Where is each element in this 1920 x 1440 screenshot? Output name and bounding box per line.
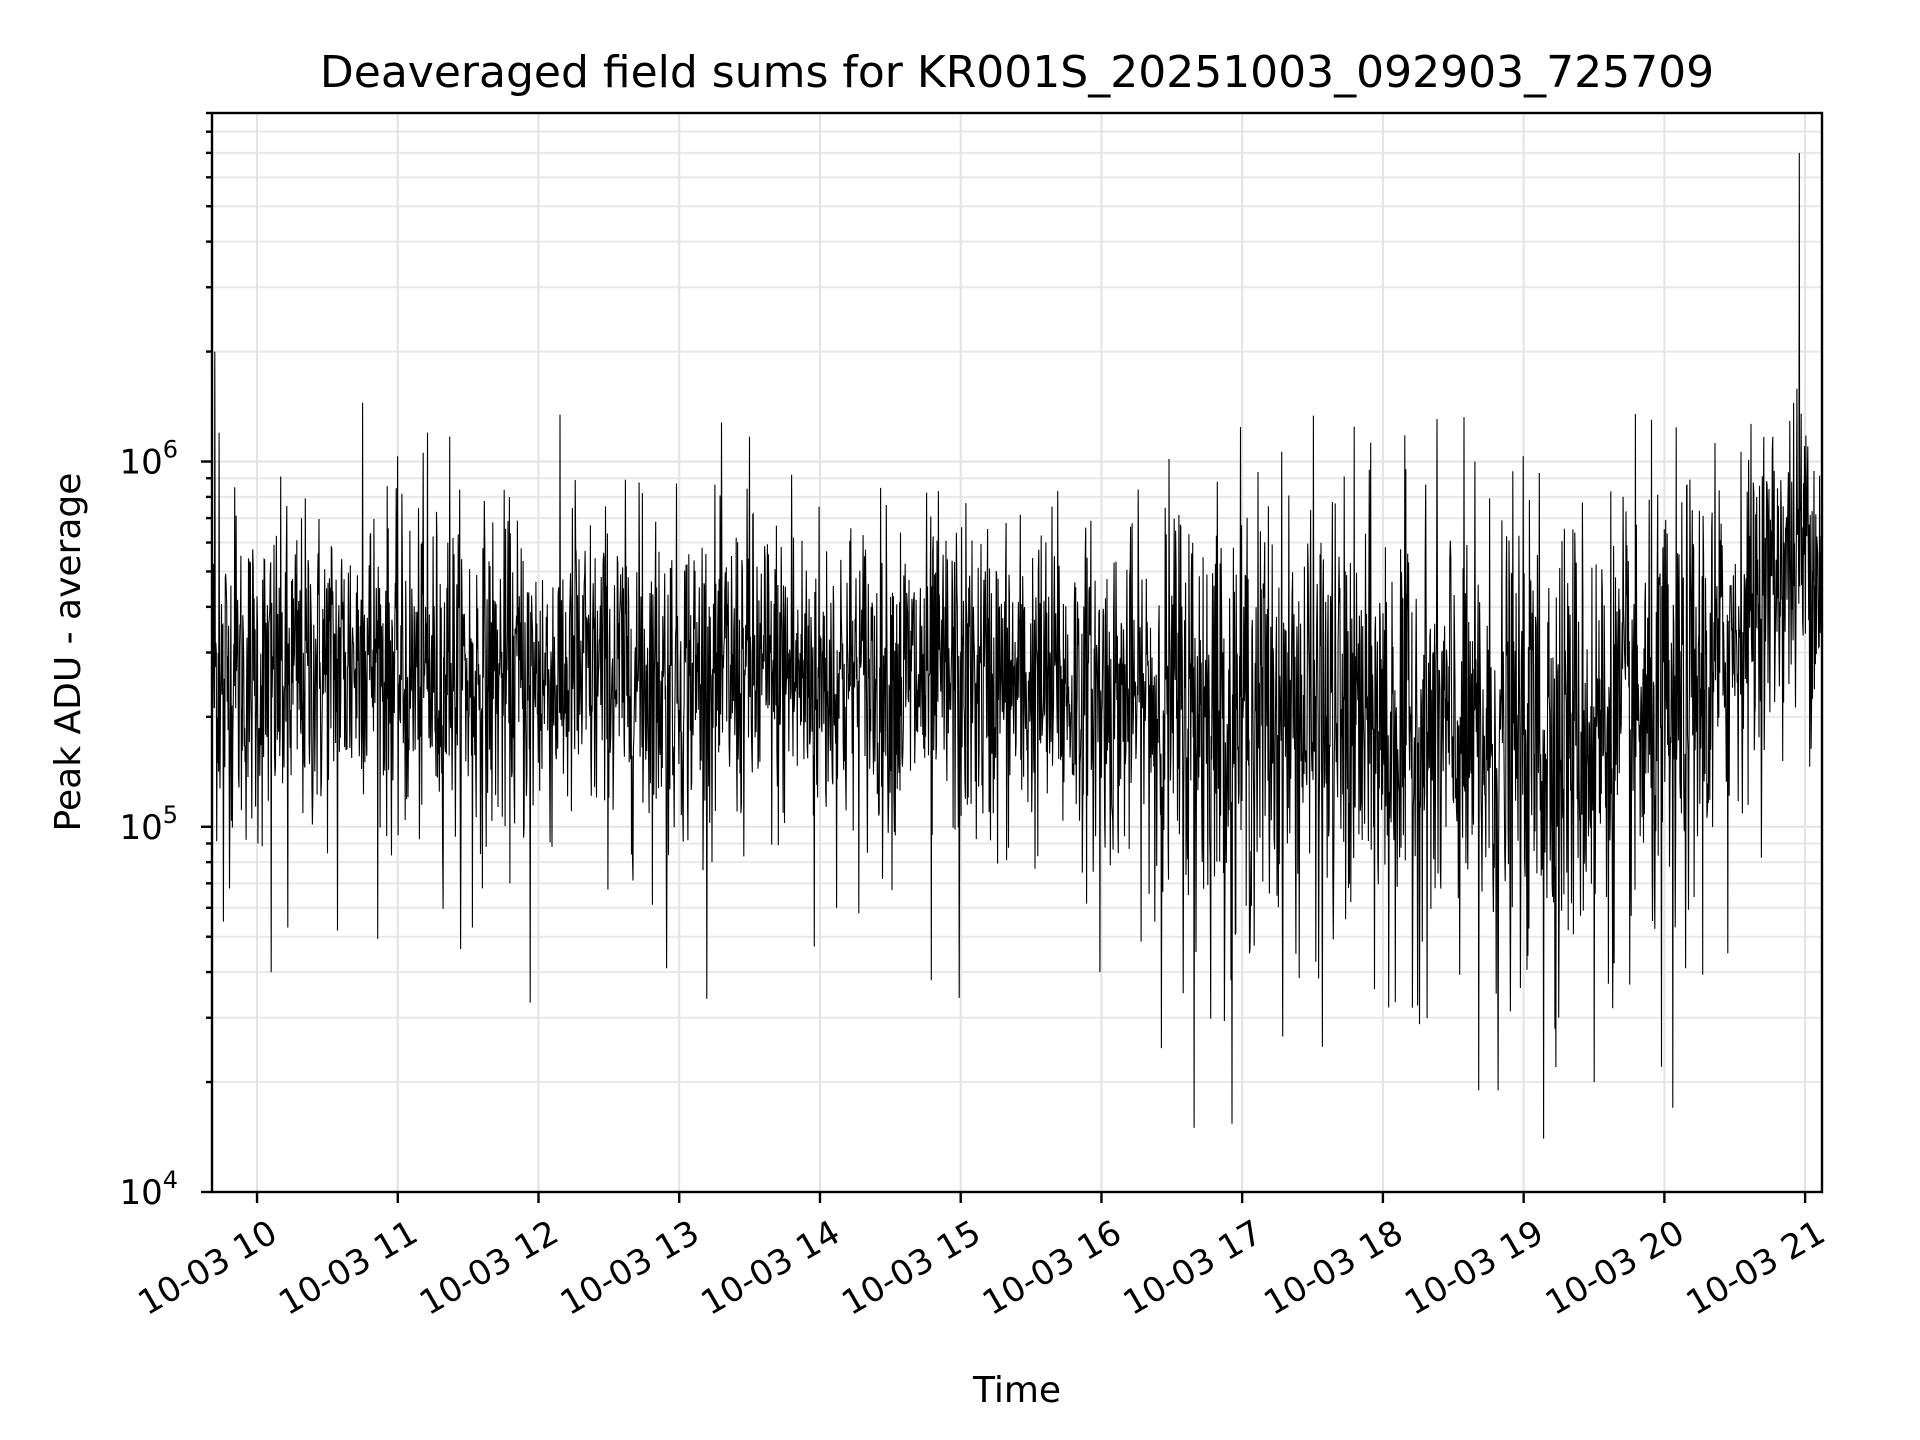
y-tick-label: 104 xyxy=(119,1166,178,1213)
y-tick-label: 106 xyxy=(119,436,178,483)
series-line-field-sums xyxy=(211,152,1823,1139)
y-tick-label: 105 xyxy=(119,801,178,848)
y-axis-label: Peak ADU - average xyxy=(48,473,89,832)
chart-title: Deaveraged field sums for KR001S_2025100… xyxy=(320,47,1714,98)
series-layer xyxy=(211,152,1823,1139)
x-axis-label: Time xyxy=(972,1370,1061,1411)
